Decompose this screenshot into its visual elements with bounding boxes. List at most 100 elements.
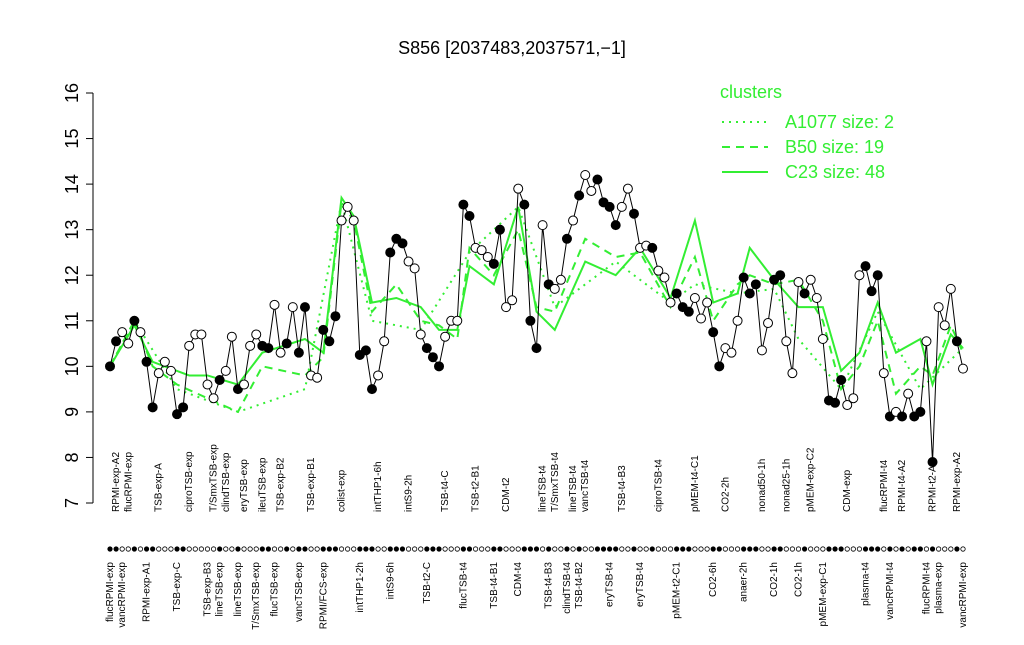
x-tick-label: vancTSB-t4 xyxy=(580,459,591,512)
data-point xyxy=(159,356,170,367)
x-tick-label: flucRPMI-exp xyxy=(123,452,134,512)
rug-point xyxy=(893,546,899,552)
x-tick-label: TSB-exp-A xyxy=(154,463,165,512)
rug-point xyxy=(284,546,290,552)
rug-point xyxy=(162,546,168,552)
rug-point xyxy=(186,546,192,552)
y-tick-label: 7 xyxy=(62,498,82,508)
data-point xyxy=(555,274,566,285)
rug-point xyxy=(905,546,911,552)
data-point xyxy=(836,375,847,385)
x-tick-label: vancRPMI-exp xyxy=(117,562,128,628)
rug-point xyxy=(405,546,412,552)
legend: clusters xyxy=(720,82,782,102)
x-tick-label: pMEM-t2-C1 xyxy=(672,562,683,619)
rug-point xyxy=(869,546,875,552)
rug-point xyxy=(351,546,357,552)
rug-point xyxy=(917,546,923,552)
data-point xyxy=(665,297,676,308)
data-point xyxy=(805,274,816,285)
x-tick-label: nonad25-1h xyxy=(781,459,792,512)
rug-point xyxy=(320,546,326,552)
rug-point xyxy=(546,546,552,552)
x-tick-label: lineTSB-t4 xyxy=(568,465,579,512)
data-point xyxy=(214,375,225,385)
rug-point xyxy=(680,546,686,552)
data-point xyxy=(275,347,286,358)
x-tick-label: TSB-exp-B3 xyxy=(202,562,213,617)
x-tick-label: plasma-t4 xyxy=(861,562,872,606)
data-point xyxy=(360,345,371,356)
rug-point xyxy=(229,546,235,552)
data-point xyxy=(111,336,122,347)
rug-point xyxy=(326,546,332,552)
rug-point xyxy=(338,546,345,552)
x-tick-label: RPMI-exp-A1 xyxy=(142,562,153,622)
rug-point xyxy=(393,546,399,552)
rug-point xyxy=(698,546,704,552)
x-tick-label: nonad50-1h xyxy=(757,459,768,512)
rug-point xyxy=(594,546,601,552)
rug-point xyxy=(716,546,722,552)
data-point xyxy=(202,379,213,390)
data-point xyxy=(671,288,682,299)
x-tick-label: flucRPMI-exp xyxy=(105,562,116,622)
chart-title: S856 [2037483,2037571,−1] xyxy=(398,38,626,58)
rug-point xyxy=(741,546,747,552)
data-point xyxy=(775,270,786,281)
y-tick-label: 13 xyxy=(62,220,82,240)
rug-point xyxy=(247,546,253,552)
x-tick-label: lineTSB-t4 xyxy=(538,465,549,512)
data-point xyxy=(409,263,420,274)
data-point xyxy=(507,295,518,306)
rug-point xyxy=(369,546,375,552)
data-point xyxy=(397,238,408,249)
rug-point xyxy=(357,546,363,552)
rug-point xyxy=(137,546,144,552)
rug-point xyxy=(850,546,856,552)
rug-point xyxy=(558,546,564,552)
data-point xyxy=(336,215,347,226)
rug-point xyxy=(923,546,930,552)
rug-point xyxy=(564,546,570,552)
y-tick-label: 8 xyxy=(62,452,82,462)
data-point xyxy=(903,388,914,399)
data-point xyxy=(293,347,304,358)
x-tick-label: TSB-t4-B3 xyxy=(617,465,628,512)
rug-point xyxy=(119,546,125,552)
x-tick-label: colist-exp xyxy=(337,469,348,512)
data-point xyxy=(659,272,670,283)
rug-point xyxy=(399,546,406,552)
rug-point xyxy=(527,546,534,552)
rug-point xyxy=(174,546,180,552)
rug-point xyxy=(570,546,576,552)
data-point xyxy=(342,201,353,212)
rug-point xyxy=(832,546,838,552)
rug-point xyxy=(223,546,229,552)
rug-point xyxy=(466,546,473,552)
data-point xyxy=(744,288,755,299)
x-tick-label: RPMI-t4-A2 xyxy=(897,459,908,512)
data-point xyxy=(525,315,536,326)
rug-point xyxy=(667,546,674,552)
rug-point xyxy=(661,546,668,552)
x-tick-label: TSB-t4-B2 xyxy=(574,562,585,609)
data-point xyxy=(951,336,962,347)
data-point xyxy=(147,402,158,413)
rug-point xyxy=(381,546,387,552)
data-point xyxy=(385,247,396,258)
x-tick-label: T/SmxTSB-exp xyxy=(209,444,220,512)
rug-point xyxy=(942,546,948,552)
data-point xyxy=(933,302,944,313)
data-point xyxy=(281,338,292,349)
rug-point xyxy=(345,546,351,552)
x-tick-label: RPMI-exp-A2 xyxy=(952,452,963,512)
rug-point xyxy=(747,546,753,552)
rug-point xyxy=(515,546,521,552)
data-point xyxy=(830,397,841,408)
rug-point xyxy=(308,546,314,552)
rug-point xyxy=(265,546,272,552)
data-point xyxy=(878,368,889,379)
